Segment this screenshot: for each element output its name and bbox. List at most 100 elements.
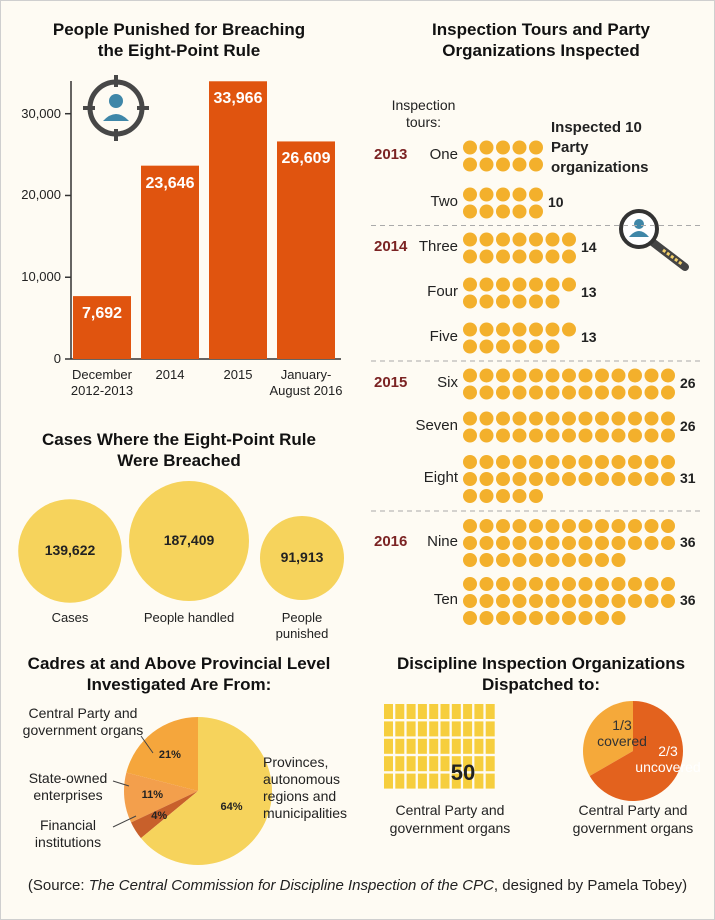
dot-row (463, 411, 675, 443)
dot (479, 519, 494, 533)
dot (496, 553, 510, 567)
dot (644, 577, 659, 591)
pie-label: Provinces, autonomous regions and munici… (263, 754, 348, 821)
dot (545, 368, 560, 383)
leader-line (140, 735, 154, 754)
waffle-cell (406, 704, 416, 719)
waffle-cell (451, 738, 461, 754)
dot (463, 322, 477, 337)
dot (512, 249, 527, 264)
dot (512, 277, 527, 292)
waffle-cell (474, 704, 484, 719)
tour-label: Six (437, 374, 458, 391)
dot (578, 428, 593, 443)
dot (644, 472, 659, 486)
leader-line (112, 815, 137, 828)
waffle-cell (417, 704, 427, 719)
dot (562, 428, 576, 443)
chart-title: People Punished for Breaching the Eight-… (52, 20, 306, 60)
dot (562, 277, 576, 292)
dot (644, 519, 659, 533)
waffle-value-label: 50 (450, 760, 476, 785)
dot (496, 455, 510, 469)
dot (463, 277, 477, 292)
dot (512, 187, 527, 202)
pie-label: Central Party and government organs (22, 705, 144, 738)
waffle-cell (395, 756, 405, 772)
tour-label: Two (430, 193, 458, 210)
pie-label: State-owned enterprises (28, 770, 108, 803)
dot (463, 428, 477, 443)
waffle-cell (429, 773, 439, 789)
dot (578, 472, 593, 486)
dot (529, 385, 543, 400)
dot (595, 519, 609, 533)
waffle-cell (440, 704, 450, 719)
dot (479, 322, 494, 337)
bar (209, 81, 267, 359)
dot (661, 428, 675, 443)
tour-label: One (429, 146, 458, 163)
dot (545, 322, 560, 337)
dot (611, 577, 626, 591)
dot (628, 536, 642, 550)
bubble-label: People handled (143, 610, 235, 625)
dot (479, 368, 494, 383)
dot-row (463, 577, 675, 625)
tour-label: Eight (423, 469, 458, 486)
tour-label: Four (427, 283, 458, 300)
dot (529, 187, 543, 202)
dot (545, 594, 560, 608)
dot (611, 519, 626, 533)
value-label: 31 (680, 470, 696, 486)
dot (529, 489, 543, 503)
group-label: 2013 (374, 146, 408, 163)
dot (479, 204, 494, 219)
dot (512, 577, 527, 591)
dot (512, 553, 527, 567)
dot (578, 411, 593, 426)
dot (496, 157, 510, 172)
dot (529, 322, 543, 337)
magnifier-icon (619, 209, 689, 271)
dot (595, 455, 609, 469)
dot (463, 594, 477, 608)
dot (562, 455, 576, 469)
dot (479, 385, 494, 400)
dot (661, 368, 675, 383)
dot (496, 339, 510, 354)
waffle-cell (451, 773, 461, 789)
y-tick-label: 10,000 (21, 269, 61, 285)
waffle-cell (485, 773, 495, 789)
waffle-cell (485, 756, 495, 772)
waffle-cell (384, 773, 393, 789)
dot (496, 368, 510, 383)
value-label: 10 (548, 194, 564, 210)
tour-label: Five (429, 328, 458, 345)
waffle-cell (451, 756, 461, 772)
dot (463, 368, 477, 383)
waffle-cell (485, 721, 495, 737)
dot (529, 294, 543, 309)
dot (463, 339, 477, 354)
dot-row (463, 455, 675, 503)
waffle-cell (463, 773, 473, 789)
dot (496, 322, 510, 337)
dot (611, 553, 626, 567)
waffle-cell (395, 738, 405, 754)
waffle-cell (463, 738, 473, 754)
dot (512, 472, 527, 486)
bubble-value-label: 139,622 (44, 542, 96, 558)
dot (562, 519, 576, 533)
pie-slice (583, 701, 633, 776)
pie-value-label: 64% (220, 800, 243, 813)
dot (562, 385, 576, 400)
dot (545, 428, 560, 443)
dot (496, 472, 510, 486)
dot (578, 536, 593, 550)
dot (496, 204, 510, 219)
x-tick-label: January-August 2016 (269, 367, 343, 398)
dot (496, 249, 510, 264)
